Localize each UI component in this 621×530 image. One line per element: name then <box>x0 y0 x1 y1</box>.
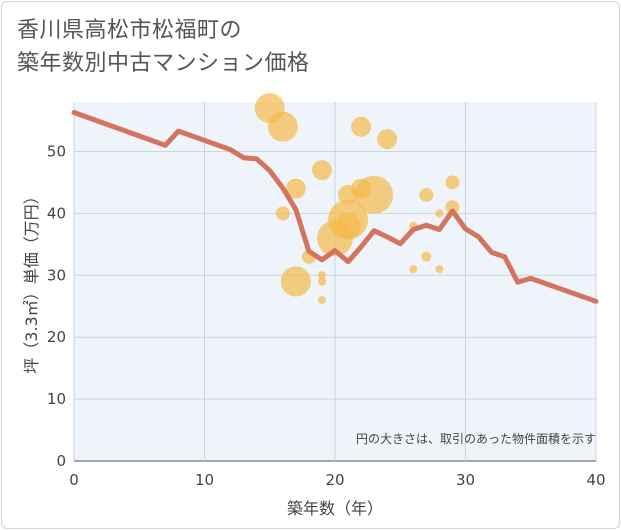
bubble-point <box>275 206 290 221</box>
bubble-point <box>317 296 326 305</box>
y-tick-label: 40 <box>47 204 66 222</box>
bubble-size-note: 円の大きさは、取引のあった物件面積を示す <box>356 431 596 446</box>
line-layer <box>71 110 599 304</box>
bubble-point <box>445 175 460 190</box>
chart-title-line1: 香川県高松市松福町の <box>17 18 243 43</box>
y-tick-label: 30 <box>47 266 66 284</box>
bubble-point <box>355 175 394 214</box>
bubble-point <box>419 187 434 202</box>
y-tick-label: 0 <box>56 452 66 470</box>
x-tick-label: 20 <box>325 471 344 489</box>
bubble-point <box>409 265 418 274</box>
bubble-point <box>421 251 432 262</box>
gridlines <box>73 102 597 462</box>
bubble-point <box>311 160 332 181</box>
x-tick-label: 40 <box>586 471 605 489</box>
bubble-point <box>377 129 398 150</box>
chart-title: 香川県高松市松福町の 築年数別中古マンション価格 <box>17 14 310 80</box>
bubble-point <box>435 265 444 274</box>
y-axis-label: 坪（3.3㎡）単価（万円） <box>22 188 41 373</box>
tick-labels: 0 10 20 30 40 50 0 10 20 30 40 <box>47 143 606 489</box>
y-tick-label: 10 <box>47 390 66 408</box>
bubble-point <box>267 111 298 142</box>
x-tick-label: 0 <box>69 471 79 489</box>
bubble-point <box>317 271 326 280</box>
bubble-point <box>317 277 326 286</box>
bubble-point <box>285 178 306 199</box>
bubble-point <box>280 266 311 297</box>
x-tick-label: 10 <box>195 471 214 489</box>
bubble-point <box>351 116 372 137</box>
bubble-layer <box>254 93 460 305</box>
average-price-line <box>71 110 599 304</box>
bubble-point <box>435 209 444 218</box>
bubble-point <box>445 200 460 215</box>
x-tick-label: 30 <box>456 471 475 489</box>
y-tick-label: 20 <box>47 328 66 346</box>
y-tick-label: 50 <box>47 143 66 161</box>
x-axis-label: 築年数（年） <box>287 499 383 518</box>
bubble-point <box>335 212 362 239</box>
chart-title-line2: 築年数別中古マンション価格 <box>17 51 310 76</box>
